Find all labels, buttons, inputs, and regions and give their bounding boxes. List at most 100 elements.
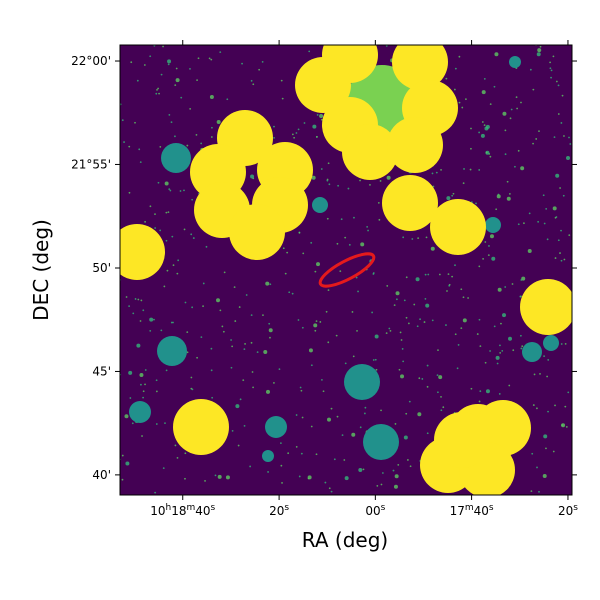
star bbox=[543, 434, 548, 439]
star bbox=[124, 414, 129, 419]
star bbox=[136, 343, 141, 348]
star bbox=[214, 474, 217, 477]
star bbox=[536, 466, 538, 469]
star bbox=[555, 173, 560, 178]
star bbox=[165, 239, 168, 242]
star bbox=[217, 474, 222, 479]
star bbox=[268, 322, 271, 325]
frame bbox=[119, 44, 573, 496]
star bbox=[453, 88, 456, 91]
star bbox=[310, 425, 313, 428]
x-tick-label: 10h18m40s bbox=[150, 503, 215, 518]
star bbox=[143, 64, 146, 66]
star bbox=[286, 251, 289, 254]
star bbox=[491, 256, 496, 261]
star bbox=[386, 285, 389, 287]
star bbox=[552, 450, 555, 453]
star bbox=[568, 136, 570, 139]
star bbox=[431, 172, 434, 175]
star bbox=[419, 318, 421, 321]
star bbox=[565, 426, 568, 428]
star bbox=[297, 319, 300, 321]
star bbox=[543, 222, 546, 225]
star bbox=[211, 126, 213, 129]
star bbox=[160, 329, 163, 332]
star bbox=[196, 79, 198, 82]
star bbox=[478, 318, 481, 321]
star bbox=[417, 237, 420, 240]
star bbox=[545, 207, 548, 210]
star bbox=[210, 347, 213, 350]
star bbox=[462, 318, 467, 323]
star bbox=[469, 168, 472, 171]
star bbox=[208, 57, 211, 60]
star bbox=[335, 334, 338, 337]
star bbox=[302, 252, 305, 255]
star bbox=[421, 378, 424, 380]
star bbox=[403, 299, 406, 302]
star bbox=[308, 348, 313, 353]
x-tick-label: 17m40s bbox=[450, 503, 494, 518]
star bbox=[535, 138, 538, 140]
star bbox=[219, 51, 222, 53]
star bbox=[554, 404, 556, 407]
x-tick-label: 20s bbox=[558, 503, 578, 518]
star bbox=[237, 444, 240, 447]
star bbox=[330, 490, 333, 493]
star bbox=[128, 305, 131, 308]
star bbox=[559, 252, 561, 254]
star bbox=[545, 447, 547, 450]
star bbox=[262, 314, 264, 317]
star bbox=[243, 424, 246, 427]
star bbox=[470, 127, 472, 130]
star bbox=[506, 196, 511, 201]
star bbox=[344, 476, 349, 481]
star bbox=[314, 329, 317, 332]
star bbox=[405, 316, 408, 319]
star bbox=[225, 475, 230, 480]
star bbox=[351, 432, 356, 437]
star bbox=[251, 371, 254, 373]
star bbox=[483, 77, 486, 80]
star bbox=[484, 241, 487, 243]
star bbox=[395, 298, 398, 301]
star bbox=[432, 185, 435, 188]
star bbox=[280, 79, 283, 82]
star bbox=[381, 472, 384, 474]
star bbox=[327, 341, 330, 344]
star bbox=[561, 424, 564, 426]
star bbox=[303, 122, 306, 124]
star bbox=[139, 320, 142, 322]
star bbox=[291, 133, 294, 136]
star bbox=[307, 475, 312, 480]
star bbox=[265, 389, 270, 394]
star bbox=[158, 92, 160, 95]
star bbox=[288, 291, 291, 294]
star bbox=[219, 309, 222, 312]
star bbox=[167, 63, 170, 66]
star bbox=[316, 262, 321, 267]
star bbox=[389, 329, 392, 332]
star bbox=[281, 97, 284, 100]
star bbox=[123, 141, 125, 143]
star bbox=[405, 412, 408, 415]
star bbox=[515, 96, 518, 99]
star bbox=[315, 320, 318, 323]
star bbox=[273, 136, 275, 139]
star bbox=[425, 236, 428, 239]
star bbox=[164, 181, 169, 186]
star bbox=[142, 396, 144, 399]
star bbox=[231, 345, 234, 348]
star bbox=[244, 343, 246, 345]
star bbox=[154, 227, 157, 229]
star bbox=[171, 235, 174, 238]
star bbox=[562, 194, 565, 197]
star bbox=[394, 474, 399, 479]
star bbox=[521, 345, 524, 348]
star bbox=[154, 491, 157, 494]
star bbox=[191, 388, 194, 391]
star bbox=[374, 358, 377, 361]
star bbox=[385, 332, 388, 335]
star bbox=[314, 270, 317, 273]
